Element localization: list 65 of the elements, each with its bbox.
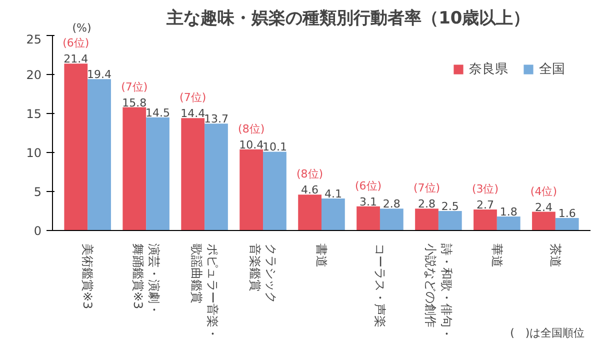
bar xyxy=(204,124,228,230)
x-tick-label: ポピュラー音楽・歌謡曲鑑賞 xyxy=(189,244,220,340)
y-axis-title: (%) xyxy=(72,22,92,34)
bar xyxy=(122,107,146,230)
bar xyxy=(474,209,497,230)
bar xyxy=(438,211,462,230)
y-tick-label: 0 xyxy=(34,224,42,238)
data-label: 10.4 xyxy=(239,138,264,152)
annotation: (6位) xyxy=(354,179,382,192)
data-label: 3.1 xyxy=(360,195,378,208)
annotation: (7位) xyxy=(413,182,440,195)
annotation: (8位) xyxy=(296,168,324,181)
data-label: 15.8 xyxy=(122,96,147,110)
y-tick-label: 20 xyxy=(26,68,42,82)
data-label: 21.4 xyxy=(64,52,88,66)
bar xyxy=(263,152,286,230)
data-label: 14.4 xyxy=(180,107,206,120)
annotation: (6位) xyxy=(62,36,90,50)
x-tick-label: 詩・和歌・俳句・小説などの創作 xyxy=(423,244,454,340)
chart-title: 主な趣味・娯楽の種類別行動者率（10歳以上） xyxy=(166,8,530,28)
data-label: 2.7 xyxy=(476,198,494,212)
text: ( )は全国順位 xyxy=(510,326,585,340)
data-label: 2.5 xyxy=(441,200,459,213)
y-tick-label: 5 xyxy=(34,185,42,199)
data-label: 14.5 xyxy=(146,106,170,120)
y-tick-label: 10 xyxy=(26,146,42,160)
x-tick-label: コーラス・声楽 xyxy=(372,244,387,328)
data-label: 4.1 xyxy=(324,188,342,201)
annotation: (7位) xyxy=(180,91,206,104)
data-label: 19.4 xyxy=(87,68,112,82)
bar xyxy=(181,118,205,230)
annotation: (4位) xyxy=(530,184,558,198)
bar xyxy=(322,198,345,230)
data-label: 1.8 xyxy=(500,205,518,218)
data-label: 1.6 xyxy=(558,207,576,220)
bar xyxy=(298,194,322,230)
data-label: 10.1 xyxy=(262,140,287,154)
bar xyxy=(146,117,170,230)
data-label: 2.8 xyxy=(382,198,400,211)
bar xyxy=(555,218,579,230)
data-label: 4.6 xyxy=(301,184,319,197)
bar xyxy=(415,208,438,230)
x-tick-label: 華道 xyxy=(490,244,504,268)
bar xyxy=(240,149,264,230)
bar xyxy=(532,212,556,230)
legend-label: 全国 xyxy=(539,61,565,78)
annotation: (7位) xyxy=(121,80,148,94)
annotation: (3位) xyxy=(472,182,499,196)
bar xyxy=(64,64,88,230)
bar xyxy=(496,216,520,230)
y-tick-label: 25 xyxy=(26,32,42,46)
x-tick-label: 美術鑑賞※3 xyxy=(80,244,95,310)
annotation: (8位) xyxy=(238,122,265,136)
x-tick-label: 茶道 xyxy=(548,244,562,268)
y-tick-label: 15 xyxy=(26,107,42,121)
x-tick-label: 書道 xyxy=(314,244,328,268)
legend-label: 奈良県 xyxy=(469,61,508,78)
data-label: 2.8 xyxy=(418,198,436,211)
data-label: 13.7 xyxy=(204,112,228,126)
bar xyxy=(356,206,380,230)
data-label: 2.4 xyxy=(534,200,552,214)
bar xyxy=(88,79,111,230)
x-tick-label: クラシック音楽鑑賞 xyxy=(248,244,278,304)
bar xyxy=(380,208,404,230)
x-tick-label: 演芸・演劇・舞踊鑑賞※3 xyxy=(131,244,162,316)
